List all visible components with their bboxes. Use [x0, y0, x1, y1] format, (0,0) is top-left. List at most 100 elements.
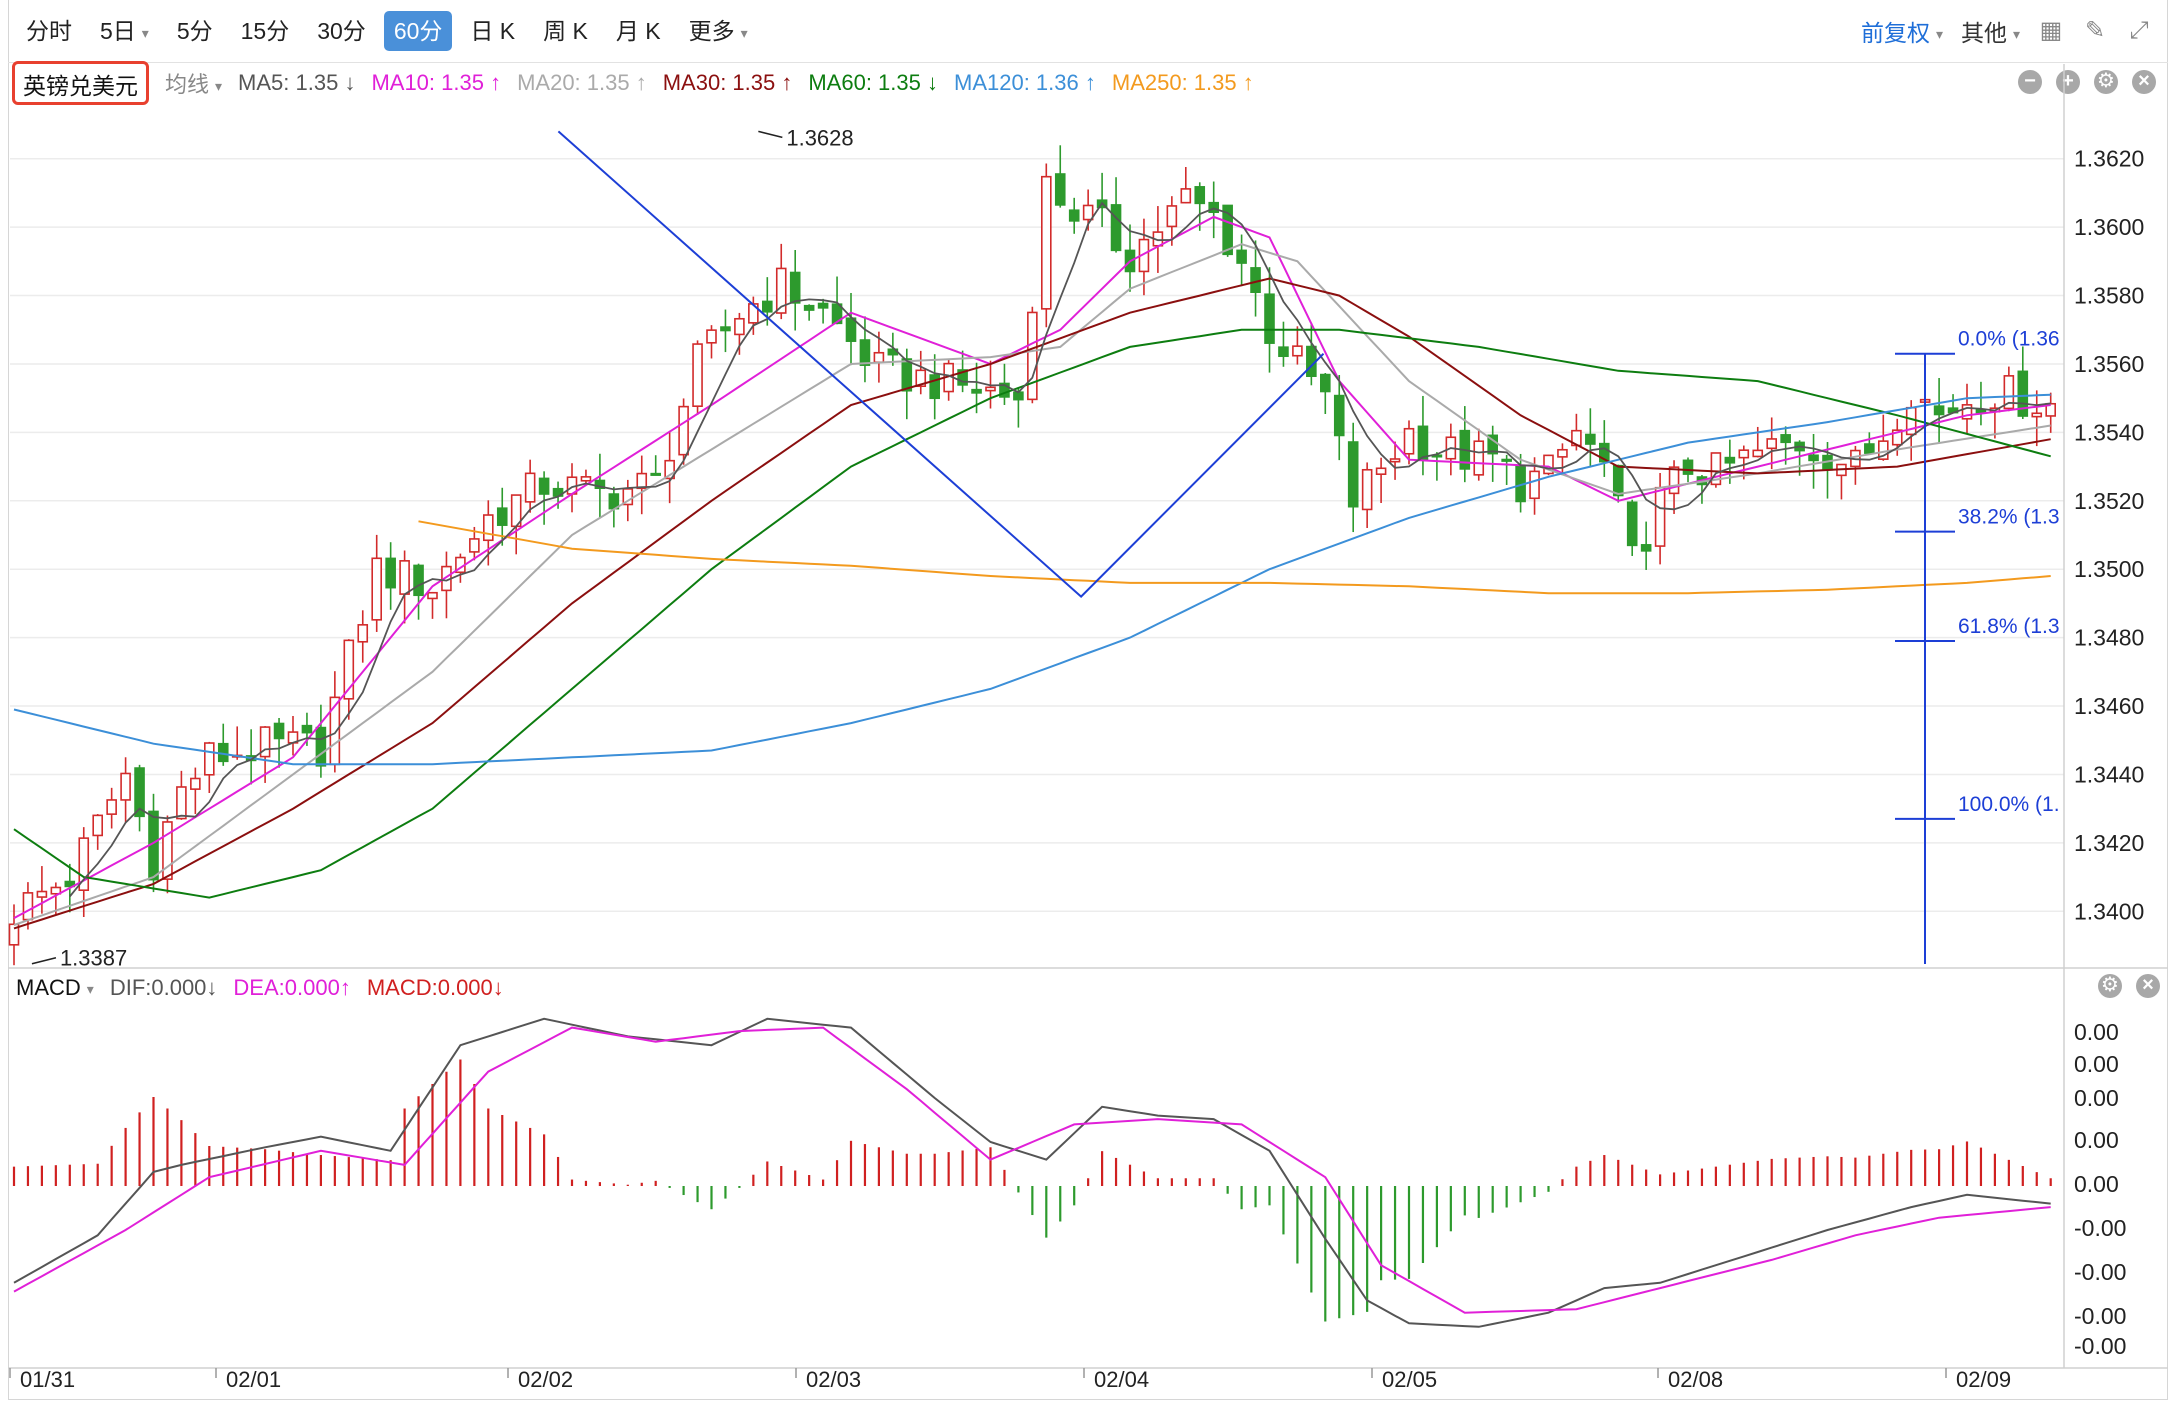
candle-body: [817, 302, 829, 309]
fullscreen-icon[interactable]: ⤢: [2129, 17, 2149, 44]
y-tick-label: 1.3580: [2074, 283, 2144, 309]
legend-dif: DIF:0.000↓: [109, 975, 218, 1000]
period-tab-60min[interactable]: 60分: [383, 11, 453, 51]
high-label: 1.3628: [786, 125, 853, 150]
candle-body: [1375, 467, 1387, 475]
legend-ma120: MA120: 1.36 ↑: [954, 70, 1096, 95]
line-ma60: [13, 328, 2051, 899]
candle-body: [1933, 405, 1945, 416]
macd-y-tick-label: -0.00: [2074, 1333, 2126, 1359]
candle-body: [50, 886, 62, 895]
macd-y-tick-label: 0.00: [2074, 1085, 2119, 1111]
period-tab-30min[interactable]: 30分: [317, 18, 366, 44]
chevron-down-icon: ▾: [2012, 26, 2020, 43]
candle-body: [1333, 394, 1345, 437]
candle-body: [427, 591, 438, 600]
candle-body: [399, 560, 410, 595]
trendline: [557, 130, 1325, 598]
candle-body: [413, 564, 424, 597]
chevron-down-icon: ▾: [1935, 26, 1943, 43]
candle-body: [1347, 441, 1359, 508]
candle-body: [273, 722, 285, 740]
candle-body: [845, 317, 857, 342]
candle-body: [957, 369, 968, 386]
legend-dea: DEA:0.000↑: [233, 975, 351, 1000]
x-tick-label: 02/09: [1956, 1367, 2011, 1392]
minus-icon[interactable]: −: [2018, 70, 2042, 94]
candle-body: [1292, 345, 1303, 357]
candle-body: [720, 326, 731, 332]
period-tab-day[interactable]: 日 K: [470, 18, 516, 44]
y-tick-label: 1.3520: [2074, 488, 2144, 514]
chart-frame: [8, 0, 2168, 1400]
grid-layout-icon[interactable]: ▦: [2039, 17, 2063, 44]
y-tick-label: 1.3620: [2074, 146, 2144, 172]
fib-label: 38.2% (1.3: [1958, 506, 2060, 529]
candle-body: [22, 892, 34, 921]
candle-body: [650, 472, 662, 476]
candle-body: [1166, 205, 1178, 228]
candle-body: [1208, 201, 1219, 214]
legend-macd: MACD:0.000↓: [366, 975, 504, 1000]
line-ma5: [69, 201, 2051, 898]
candle-body: [1808, 454, 1819, 462]
candle-body: [664, 459, 675, 480]
period-toolbar: 分时 5日 ▾ 5分 15分 30分 60分 日 K 周 K 月 K 更多 ▾ 前复…: [8, 0, 2168, 63]
gear-icon[interactable]: ⚙: [2094, 70, 2118, 94]
candle-body: [482, 514, 494, 542]
instrument-name[interactable]: 英镑兑美元: [12, 61, 149, 105]
ma-legend-row: 英镑兑美元 均线 ▾ MA5: 1.35 ↓ MA10: 1.35 ↑ MA20:…: [8, 61, 2168, 105]
x-tick-label: 02/04: [1094, 1367, 1149, 1392]
period-tab-intraday[interactable]: 分时: [26, 18, 72, 44]
gear-icon[interactable]: ⚙: [2098, 974, 2122, 998]
period-tab-5day[interactable]: 5日 ▾: [90, 11, 159, 51]
macd-dea-line: [13, 1026, 2051, 1314]
candle-body: [1068, 209, 1080, 222]
plus-icon[interactable]: +: [2056, 70, 2080, 94]
close-icon[interactable]: ×: [2136, 974, 2160, 998]
candle-body: [1403, 427, 1415, 455]
candle-body: [1640, 544, 1652, 552]
y-tick-label: 1.3400: [2074, 898, 2144, 924]
candle-body: [1529, 470, 1540, 500]
candle-body: [1250, 267, 1261, 293]
chevron-down-icon: ▾: [215, 77, 223, 94]
candle-body: [134, 767, 145, 818]
candle-body: [1194, 186, 1206, 205]
x-tick-label: 02/01: [226, 1367, 281, 1392]
macd-legend-row: MACD ▾ DIF:0.000↓ DEA:0.000↑ MACD:0.000↓: [8, 968, 2068, 1008]
legend-ma5: MA5: 1.35 ↓: [238, 70, 356, 95]
candle-body: [901, 358, 913, 392]
draw-pen-icon[interactable]: ✎: [2084, 17, 2106, 44]
period-tab-5min[interactable]: 5分: [176, 18, 213, 44]
macd-y-tick-label: -0.00: [2074, 1259, 2126, 1285]
candle-body: [1027, 311, 1038, 401]
line-ma10: [13, 215, 2051, 919]
line-ma30: [13, 277, 2051, 930]
candle-body: [971, 388, 982, 394]
macd-y-tick-label: 0.00: [2074, 1171, 2119, 1197]
candle-body: [1780, 434, 1791, 444]
adjust-dropdown[interactable]: 前复权 ▾: [1860, 20, 1943, 46]
candle-body: [706, 329, 717, 344]
period-tab-15min[interactable]: 15分: [240, 18, 290, 44]
y-tick-label: 1.3500: [2074, 556, 2144, 582]
other-dropdown[interactable]: 其他 ▾: [1960, 20, 2020, 46]
x-tick-label: 02/03: [806, 1367, 861, 1392]
period-more-dropdown[interactable]: 更多 ▾: [679, 11, 758, 51]
ma-type-dropdown[interactable]: 均线 ▾: [165, 72, 223, 97]
macd-indicator-dropdown[interactable]: MACD ▾: [16, 975, 94, 1000]
candle-body: [1710, 452, 1722, 486]
candle-body: [1278, 346, 1289, 358]
candle-body: [92, 814, 103, 837]
period-tab-month[interactable]: 月 K: [615, 18, 661, 44]
candle-body: [1082, 204, 1094, 221]
candle-body: [873, 351, 885, 364]
period-tab-week[interactable]: 周 K: [543, 18, 588, 44]
candle-body: [636, 472, 648, 490]
candle-body: [1473, 440, 1485, 476]
panel-controls: − + ⚙ ×: [2018, 70, 2156, 94]
close-icon[interactable]: ×: [2132, 70, 2156, 94]
candle-body: [1668, 466, 1680, 495]
